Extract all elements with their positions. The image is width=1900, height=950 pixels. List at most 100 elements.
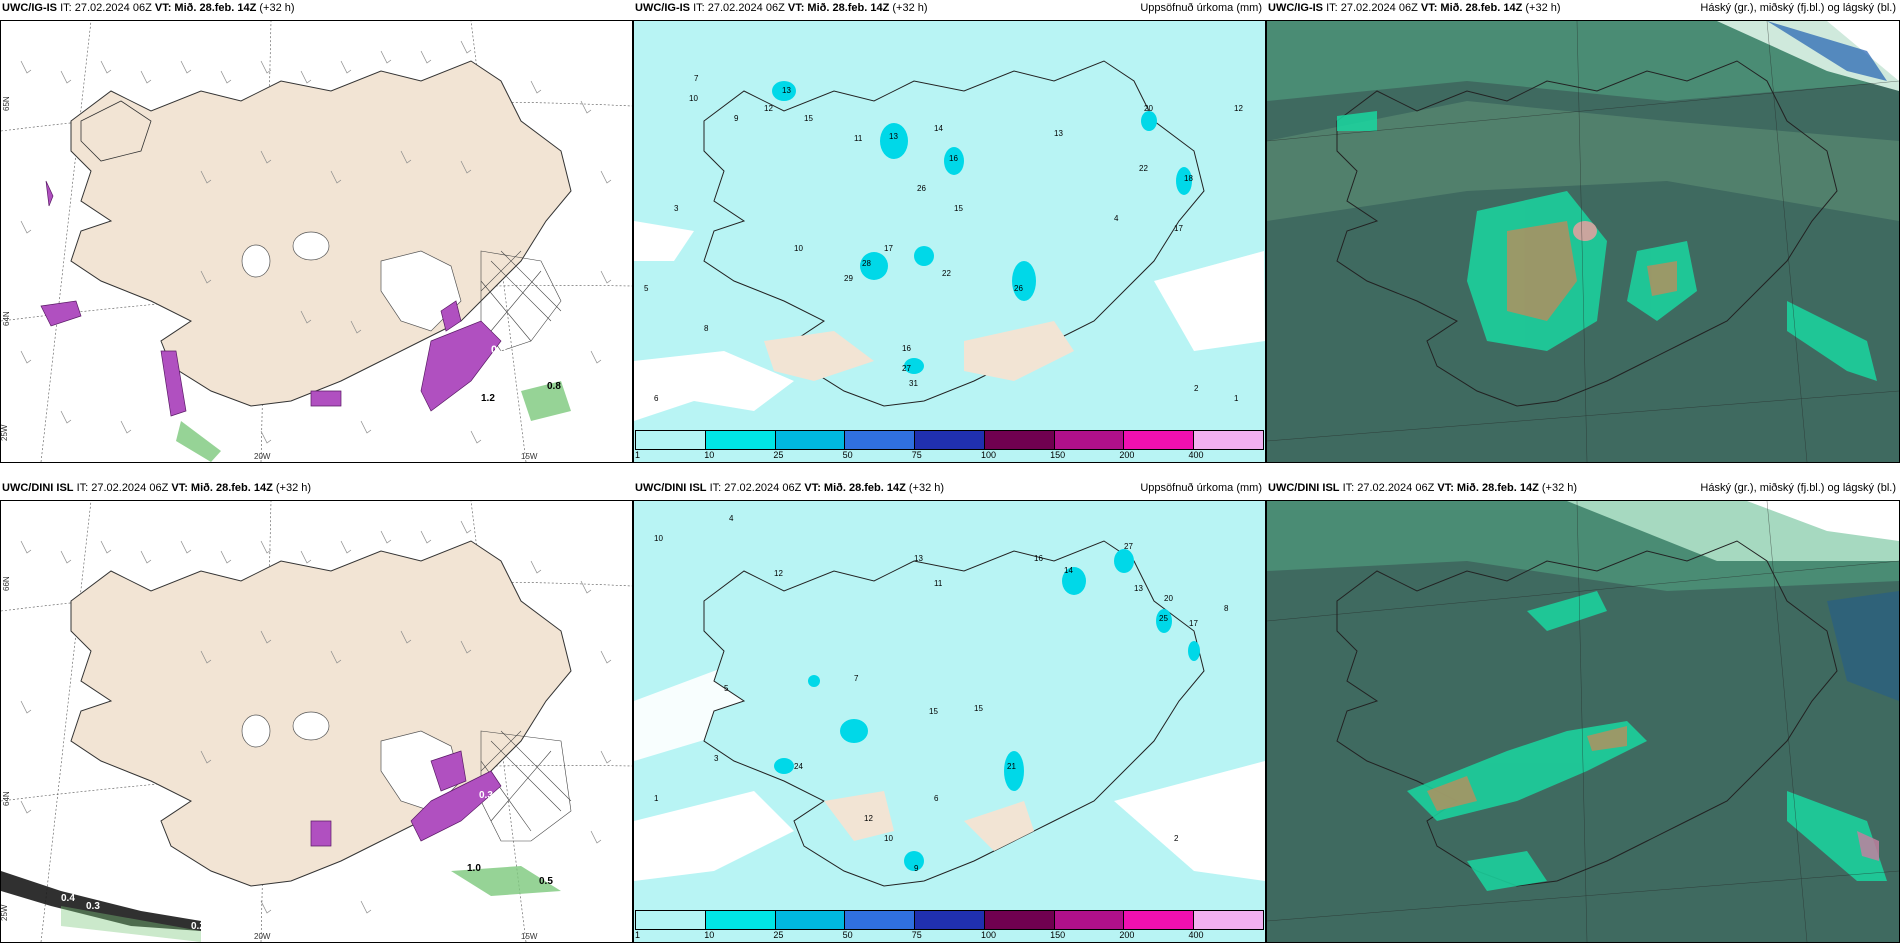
precip-number: 1: [1234, 394, 1239, 403]
precip-number: 10: [654, 534, 663, 543]
lon-label: 25W: [1, 424, 9, 441]
colorbar-tick: 150: [1050, 450, 1066, 460]
colorbar-tick: 400: [1188, 450, 1204, 460]
precip-map-svg: 7 10 9 12 13 15 11 13 14 16 26 15 22 13 …: [634, 21, 1265, 462]
colorbar-bin: [1194, 911, 1264, 929]
precip-number: 10: [794, 244, 803, 253]
init-time: IT: 27.02.2024 06Z: [709, 482, 802, 494]
cloud-map-svg: [1267, 501, 1899, 942]
colorbar-tick: 50: [842, 930, 853, 940]
colorbar-bin: [636, 431, 706, 449]
precip-number: 13: [782, 86, 791, 95]
colorbar-tick: 75: [911, 450, 922, 460]
precip-number: 24: [794, 762, 803, 771]
precip-number: 22: [942, 269, 951, 278]
model-name: UWC/DINI ISL: [1268, 482, 1340, 494]
lon-label: 20W: [254, 452, 271, 461]
precip-number: 3: [674, 204, 679, 213]
panel-title: UWC/DINI ISL IT: 27.02.2024 06Z VT: Mið.…: [1268, 482, 1577, 494]
wind-map: 0.3 0.4 0.3 0.2 1.0 0.5 66N 64N 25W 20W …: [0, 500, 633, 943]
colorbar-tick: 1: [635, 930, 641, 940]
lead-time: (+32 h): [259, 2, 295, 14]
precip-number: 27: [1124, 542, 1133, 551]
precip-number: 22: [1139, 164, 1148, 173]
precip-label: 0.3: [86, 901, 100, 912]
colorbar-bin: [915, 911, 985, 929]
precip-number: 8: [704, 324, 709, 333]
lead-time: (+32 h): [275, 482, 312, 494]
colorbar-tick: 25: [773, 450, 784, 460]
valid-time: VT: Mið. 28.feb. 14Z: [1420, 2, 1523, 14]
precip-number: 26: [917, 184, 926, 193]
lon-label: 15W: [521, 452, 538, 461]
colorbar-bin: [915, 431, 985, 449]
cloud-map-svg: [1267, 21, 1899, 462]
precip-number: 9: [734, 114, 739, 123]
precip-number: 5: [724, 684, 729, 693]
colorbar-tick: 200: [1119, 450, 1135, 460]
wind-map-svg: 0.3 0.4 0.3 0.2 1.0 0.5 66N 64N 25W 20W …: [1, 501, 632, 942]
precip-number: 16: [1034, 554, 1043, 563]
precip-number: 11: [934, 579, 943, 588]
colorbar-tick: 100: [980, 930, 996, 940]
precip-label: 0.3: [479, 790, 493, 801]
colorbar-bin: [775, 911, 846, 929]
lon-label: 20W: [254, 932, 271, 941]
precip-number: 5: [644, 284, 649, 293]
precip-label: 1.2: [481, 393, 495, 404]
model-name: UWC/IG-IS: [635, 2, 690, 14]
precip-number: 11: [854, 134, 863, 143]
precip-number: 25: [1159, 614, 1168, 623]
precip-number: 17: [884, 244, 893, 253]
colorbar-tick: 100: [980, 450, 996, 460]
precip-label: 1.0: [467, 863, 481, 874]
precip-number: 13: [1054, 129, 1063, 138]
colorbar-tick: 1: [635, 450, 641, 460]
precip-number: 13: [889, 132, 898, 141]
precip-number: 13: [914, 554, 923, 563]
precip-number: 6: [654, 394, 659, 403]
colorbar-labels: 1 10 25 50 75 100 150 200 400: [635, 930, 1264, 942]
precip-number: 27: [902, 364, 911, 373]
colorbar-bin: [1194, 431, 1264, 449]
precip-label: 0.3: [491, 344, 506, 356]
panel-title: UWC/IG-IS IT: 27.02.2024 06Z VT: Mið. 28…: [1268, 2, 1561, 14]
colorbar-bin: [775, 431, 846, 449]
precip-number: 26: [1014, 284, 1023, 293]
precip-number: 12: [764, 104, 773, 113]
colorbar-bin: [984, 431, 1055, 449]
colorbar-bin: [845, 911, 916, 929]
model-name: UWC/DINI ISL: [635, 482, 707, 494]
precip-number: 15: [954, 204, 963, 213]
precip-number: 13: [1134, 584, 1143, 593]
precip-number: 20: [1144, 104, 1153, 113]
valid-time: VT: Mið. 28.feb. 14Z: [171, 482, 273, 494]
precip-number: 6: [934, 794, 939, 803]
lead-time: (+32 h): [908, 482, 945, 494]
panel-top-left: UWC/IG-IS IT: 27.02.2024 06Z VT: Mið. 28…: [0, 0, 633, 463]
precip-number: 12: [864, 814, 873, 823]
precip-number: 14: [1064, 566, 1073, 575]
colorbar-bin: [984, 911, 1055, 929]
lat-label: 65N: [2, 96, 11, 111]
colorbar-tick: 150: [1050, 930, 1066, 940]
precip-number: 10: [689, 94, 698, 103]
precip-number: 7: [854, 674, 859, 683]
valid-time: VT: Mið. 28.feb. 14Z: [154, 2, 257, 14]
model-name: UWC/IG-IS: [2, 2, 57, 14]
colorbar-tick: 400: [1188, 930, 1204, 940]
colorbar-bar: [635, 910, 1264, 930]
lat-label: 64N: [2, 791, 11, 806]
lead-time: (+32 h): [1525, 2, 1561, 14]
init-time: IT: 27.02.2024 06Z: [1326, 2, 1418, 14]
precip-number: 1: [654, 794, 659, 803]
lat-label: 64N: [2, 311, 11, 326]
precip-number: 29: [844, 274, 853, 283]
colorbar-bin: [705, 431, 776, 449]
precip-number: 17: [1189, 619, 1198, 628]
precip-number: 17: [1174, 224, 1183, 233]
precip-number: 20: [1164, 594, 1173, 603]
precip-number: 18: [1184, 174, 1193, 183]
colorbar-tick: 25: [773, 930, 784, 940]
precip-number: 2: [1174, 834, 1179, 843]
